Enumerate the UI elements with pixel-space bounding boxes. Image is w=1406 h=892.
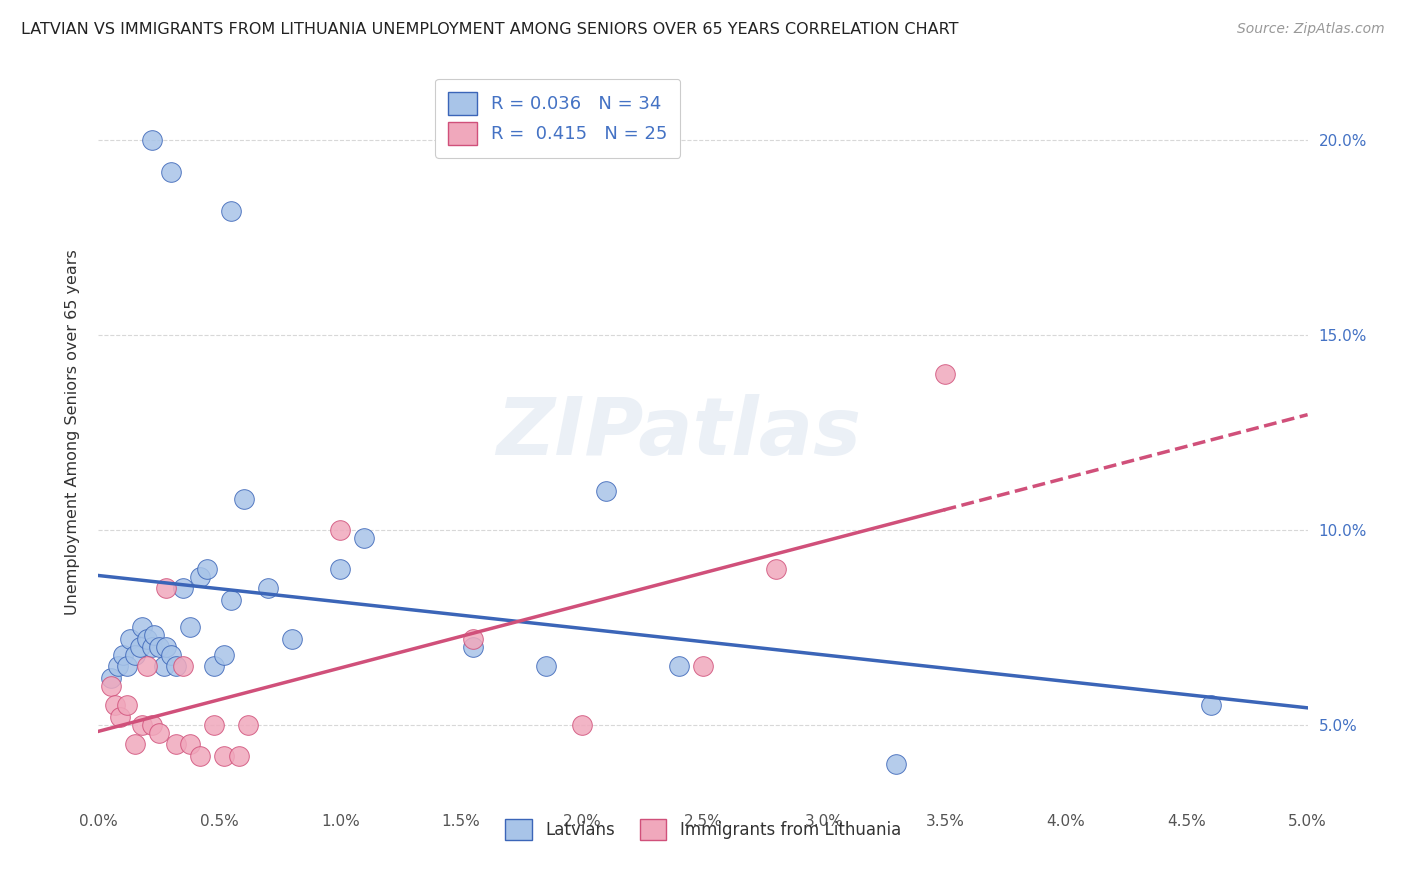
- Y-axis label: Unemployment Among Seniors over 65 years: Unemployment Among Seniors over 65 years: [65, 250, 80, 615]
- Point: [221, 203, 243, 218]
- Point: [329, 562, 352, 576]
- Point: [886, 756, 908, 771]
- Point: [131, 718, 153, 732]
- Point: [172, 659, 194, 673]
- Point: [100, 679, 122, 693]
- Point: [534, 659, 557, 673]
- Point: [108, 710, 131, 724]
- Point: [165, 737, 187, 751]
- Point: [135, 659, 157, 673]
- Point: [111, 648, 134, 662]
- Point: [571, 718, 593, 732]
- Point: [135, 632, 157, 647]
- Point: [131, 620, 153, 634]
- Point: [668, 659, 690, 673]
- Point: [107, 659, 129, 673]
- Point: [155, 582, 177, 596]
- Point: [212, 749, 235, 764]
- Point: [141, 133, 163, 147]
- Text: LATVIAN VS IMMIGRANTS FROM LITHUANIA UNEMPLOYMENT AMONG SENIORS OVER 65 YEARS CO: LATVIAN VS IMMIGRANTS FROM LITHUANIA UNE…: [21, 22, 959, 37]
- Point: [765, 562, 787, 576]
- Point: [256, 582, 278, 596]
- Point: [179, 737, 201, 751]
- Point: [463, 632, 485, 647]
- Point: [141, 718, 163, 732]
- Point: [117, 659, 139, 673]
- Point: [179, 620, 201, 634]
- Point: [143, 628, 166, 642]
- Point: [124, 648, 146, 662]
- Point: [238, 718, 260, 732]
- Point: [118, 632, 141, 647]
- Point: [228, 749, 250, 764]
- Point: [463, 640, 485, 654]
- Point: [692, 659, 714, 673]
- Point: [155, 640, 177, 654]
- Point: [128, 640, 150, 654]
- Point: [204, 718, 226, 732]
- Point: [188, 749, 211, 764]
- Text: ZIPatlas: ZIPatlas: [496, 393, 862, 472]
- Point: [281, 632, 304, 647]
- Point: [595, 484, 617, 499]
- Point: [117, 698, 139, 713]
- Point: [934, 367, 956, 381]
- Point: [204, 659, 226, 673]
- Point: [148, 725, 170, 739]
- Point: [152, 659, 174, 673]
- Legend: Latvians, Immigrants from Lithuania: Latvians, Immigrants from Lithuania: [492, 805, 914, 854]
- Point: [172, 582, 194, 596]
- Point: [124, 737, 146, 751]
- Point: [100, 671, 122, 685]
- Point: [329, 523, 352, 537]
- Point: [1199, 698, 1222, 713]
- Point: [212, 648, 235, 662]
- Point: [232, 491, 254, 506]
- Point: [353, 531, 375, 545]
- Point: [195, 562, 218, 576]
- Point: [165, 659, 187, 673]
- Point: [148, 640, 170, 654]
- Point: [141, 640, 163, 654]
- Point: [104, 698, 127, 713]
- Point: [160, 164, 183, 178]
- Point: [160, 648, 183, 662]
- Point: [221, 593, 243, 607]
- Point: [188, 570, 211, 584]
- Text: Source: ZipAtlas.com: Source: ZipAtlas.com: [1237, 22, 1385, 37]
